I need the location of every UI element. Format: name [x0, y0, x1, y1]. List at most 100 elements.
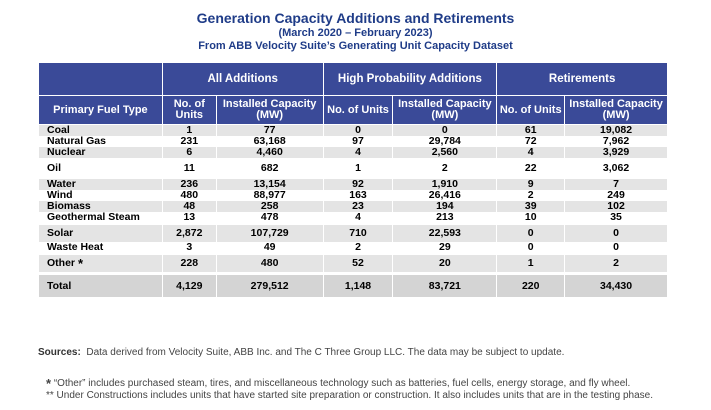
ret-cap-cell: 3,062: [564, 158, 668, 178]
table-row: Biomass 48 258 23 194 39 102: [38, 201, 668, 212]
hp-units-header: No. of Units: [322, 95, 394, 125]
hp-units-cell: 52: [322, 253, 394, 274]
table-row: Water 236 13,154 92 1,910 9 7: [38, 177, 668, 190]
ret-cap-cell: 0: [564, 223, 668, 242]
fuel-type-cell: Other *: [38, 253, 163, 274]
hp-cap-cell: 0: [392, 124, 498, 136]
fuel-type-cell: Nuclear: [38, 147, 163, 159]
all-additions-header: All Additions: [161, 62, 324, 96]
sources-text: Data derived from Velocity Suite, ABB In…: [86, 347, 565, 358]
hp-capacity-header: Installed Capacity (MW): [392, 95, 498, 125]
hp-cap-cell: 2: [392, 158, 498, 178]
ret-cap-cell: 19,082: [564, 124, 668, 136]
table-row: Coal 1 77 0 0 61 19,082: [38, 124, 668, 136]
all-cap-cell: 88,977: [215, 190, 324, 201]
dataset-source-subtitle: From ABB Velocity Suite’s Generating Uni…: [198, 40, 513, 52]
all-cap-cell: 478: [215, 212, 324, 224]
all-units-cell: 3: [161, 242, 217, 254]
ret-units-cell: 10: [496, 212, 566, 224]
all-cap-cell: 279,512: [215, 272, 324, 297]
fuel-type-cell: Biomass: [38, 201, 163, 212]
fuel-type-cell: Solar: [38, 223, 163, 242]
hp-units-cell: 4: [322, 212, 394, 224]
fuel-type-cell: Natural Gas: [38, 136, 163, 147]
table-row: Nuclear 6 4,460 4 2,560 4 3,929: [38, 147, 668, 159]
ret-cap-cell: 35: [564, 212, 668, 224]
all-cap-cell: 4,460: [215, 147, 324, 159]
ret-cap-cell: 2: [564, 253, 668, 274]
hp-cap-cell: 2,560: [392, 147, 498, 159]
table-row: Waste Heat 3 49 2 29 0 0: [38, 242, 668, 254]
ret-cap-cell: 7,962: [564, 136, 668, 147]
all-units-cell: 1: [161, 124, 217, 136]
all-units-cell: 236: [161, 177, 217, 190]
hp-cap-cell: 29: [392, 242, 498, 254]
hp-cap-cell: 29,784: [392, 136, 498, 147]
ret-cap-cell: 249: [564, 190, 668, 201]
hp-units-cell: 1: [322, 158, 394, 178]
ret-units-cell: 22: [496, 158, 566, 178]
all-cap-cell: 77: [215, 124, 324, 136]
hp-cap-cell: 26,416: [392, 190, 498, 201]
retirements-header: Retirements: [496, 62, 668, 96]
corner-header-cell: [38, 62, 163, 96]
ret-units-cell: 1: [496, 253, 566, 274]
capacity-table: All Additions High Probability Additions…: [38, 62, 668, 297]
all-capacity-header: Installed Capacity (MW): [215, 95, 324, 125]
all-units-cell: 228: [161, 253, 217, 274]
all-cap-cell: 480: [215, 253, 324, 274]
fuel-type-cell: Oil: [38, 158, 163, 178]
fuel-type-cell: Total: [38, 272, 163, 297]
hp-cap-cell: 213: [392, 212, 498, 224]
table-row: Oil 11 682 1 2 22 3,062: [38, 158, 668, 178]
footnote-under-construction: ** Under Constructions includes units th…: [46, 390, 654, 401]
ret-units-cell: 0: [496, 242, 566, 254]
hp-units-cell: 1,148: [322, 272, 394, 297]
footnote-other-text: “Other” includes purchased steam, tires,…: [53, 378, 631, 389]
all-cap-cell: 107,729: [215, 223, 324, 242]
hp-units-cell: 92: [322, 177, 394, 190]
sources-label: Sources:: [38, 347, 81, 358]
all-units-cell: 48: [161, 201, 217, 212]
all-cap-cell: 63,168: [215, 136, 324, 147]
ret-cap-cell: 3,929: [564, 147, 668, 159]
fuel-type-cell: Water: [38, 177, 163, 190]
ret-capacity-header: Installed Capacity (MW): [564, 95, 668, 125]
footnote-star: *: [78, 256, 84, 271]
all-units-cell: 6: [161, 147, 217, 159]
all-units-cell: 11: [161, 158, 217, 178]
all-cap-cell: 682: [215, 158, 324, 178]
fuel-type-cell: Wind: [38, 190, 163, 201]
hp-cap-cell: 22,593: [392, 223, 498, 242]
table-row: Natural Gas 231 63,168 97 29,784 72 7,962: [38, 136, 668, 147]
footnote-other: * “Other” includes purchased steam, tire…: [46, 376, 630, 391]
hp-units-cell: 2: [322, 242, 394, 254]
sources-note: Sources: Data derived from Velocity Suit…: [38, 347, 564, 358]
hp-cap-cell: 1,910: [392, 177, 498, 190]
hp-cap-cell: 20: [392, 253, 498, 274]
high-probability-header: High Probability Additions: [322, 62, 498, 96]
page-title: Generation Capacity Additions and Retire…: [196, 10, 515, 26]
ret-cap-cell: 0: [564, 242, 668, 254]
table-row: Geothermal Steam 13 478 4 213 10 35: [38, 212, 668, 224]
fuel-type-cell: Coal: [38, 124, 163, 136]
date-range-subtitle: (March 2020 – February 2023): [278, 27, 433, 39]
hp-cap-cell: 194: [392, 201, 498, 212]
table-row: Wind 480 88,977 163 26,416 2 249: [38, 190, 668, 201]
fuel-type-cell: Geothermal Steam: [38, 212, 163, 224]
total-row: Total 4,129 279,512 1,148 83,721 220 34,430: [38, 272, 668, 297]
hp-cap-cell: 83,721: [392, 272, 498, 297]
ret-cap-cell: 34,430: [564, 272, 668, 297]
ret-units-cell: 220: [496, 272, 566, 297]
ret-units-cell: 0: [496, 223, 566, 242]
ret-units-cell: 9: [496, 177, 566, 190]
footnote-star: *: [46, 376, 52, 391]
all-units-header: No. of Units: [161, 95, 217, 125]
hp-units-cell: 4: [322, 147, 394, 159]
ret-cap-cell: 7: [564, 177, 668, 190]
ret-cap-cell: 102: [564, 201, 668, 212]
hp-units-cell: 710: [322, 223, 394, 242]
all-cap-cell: 13,154: [215, 177, 324, 190]
fuel-type-cell: Waste Heat: [38, 242, 163, 254]
all-units-cell: 2,872: [161, 223, 217, 242]
